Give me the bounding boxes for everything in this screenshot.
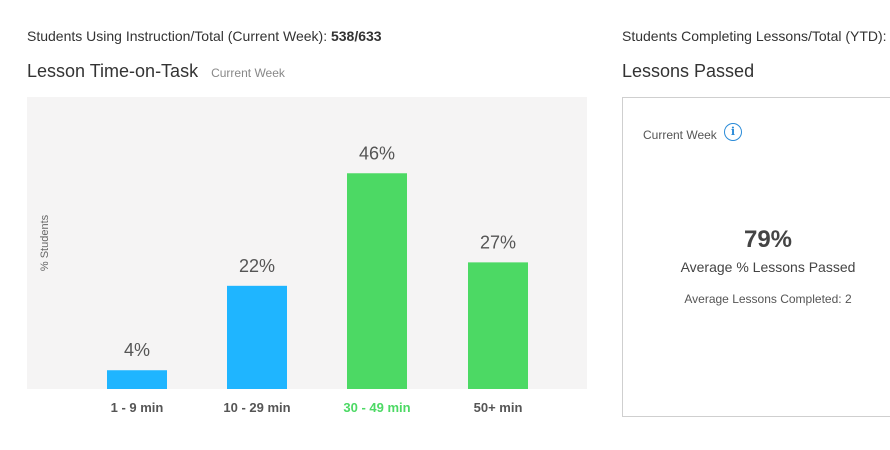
chart-data-label: 46%: [359, 143, 395, 163]
lessons-passed-title: Lessons Passed: [622, 61, 755, 81]
average-lessons-completed-label: Average Lessons Completed:: [684, 292, 842, 306]
students-completing-lessons-label: Students Completing Lessons/Total (YTD):: [622, 28, 887, 44]
time-on-task-chart-svg: % Students 4% 1 - 9 min 22% 10 - 29 min 46% 30…: [27, 97, 587, 415]
chart-bar[interactable]: [347, 173, 407, 389]
chart-data-label: 27%: [480, 232, 516, 252]
students-using-instruction-value: 538/633: [330, 28, 382, 44]
students-completing-lessons-stat: Students Completing Lessons/Total (YTD):: [622, 28, 887, 44]
students-using-instruction-stat: Students Using Instruction/Total (Curren…: [27, 28, 382, 44]
lessons-passed-card: Current Week i 79% Average % Lessons Pas…: [622, 97, 890, 417]
lessons-passed-percent: 79%: [743, 226, 793, 253]
time-on-task-title: Lesson Time-on-Task: [27, 61, 199, 81]
chart-bar[interactable]: [107, 370, 167, 389]
time-on-task-header: Lesson Time-on-Task Current Week: [27, 61, 285, 82]
lessons-passed-percent-label: Average % Lessons Passed: [680, 259, 856, 275]
time-on-task-chart: % Students 4% 1 - 9 min 22% 10 - 29 min 46% 30…: [27, 97, 587, 427]
chart-category-label[interactable]: 50+ min: [474, 400, 523, 415]
chart-y-axis-label: % Students: [39, 214, 51, 271]
time-on-task-period: Current Week: [211, 66, 285, 80]
chart-category-label[interactable]: 1 - 9 min: [111, 400, 164, 415]
chart-bar[interactable]: [468, 262, 528, 389]
chart-bar[interactable]: [227, 285, 287, 389]
students-using-instruction-label: Students Using Instruction/Total (Curren…: [27, 28, 328, 44]
chart-data-label: 22%: [239, 256, 275, 276]
info-icon[interactable]: i: [724, 123, 742, 141]
average-lessons-completed-value: 2: [844, 292, 852, 306]
average-lessons-completed: Average Lessons Completed: 2: [623, 292, 890, 306]
chart-category-label[interactable]: 30 - 49 min: [343, 400, 410, 415]
lessons-passed-period: Current Week: [643, 128, 717, 142]
chart-category-label[interactable]: 10 - 29 min: [223, 400, 290, 415]
chart-data-label: 4%: [124, 340, 150, 360]
